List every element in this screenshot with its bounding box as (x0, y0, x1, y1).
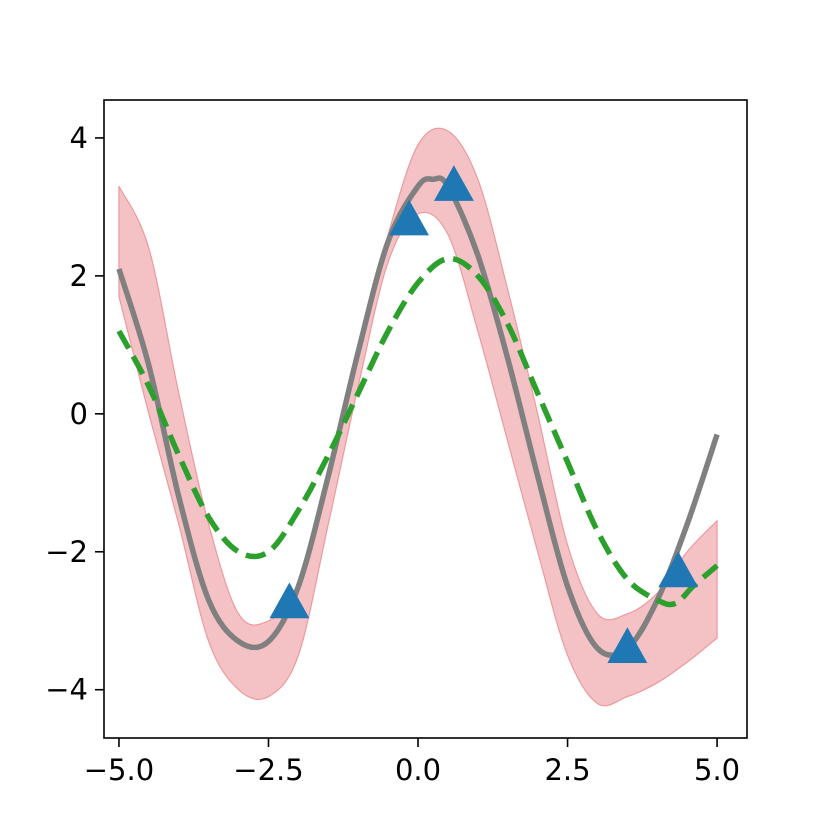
x-tick-label: −5.0 (84, 753, 154, 787)
y-tick-label: −4 (45, 673, 88, 707)
y-tick-label: 4 (70, 121, 88, 155)
series-lines (116, 175, 720, 658)
series-line-solid (116, 175, 720, 658)
y-tick-label: −2 (45, 535, 88, 569)
x-tick-label: 0.0 (395, 753, 441, 787)
observation-markers (269, 165, 699, 663)
x-tick-label: 5.0 (694, 753, 740, 787)
observation-point (269, 582, 310, 619)
observation-point (389, 199, 429, 236)
y-axis: −4 −2 0 2 4 (45, 121, 104, 707)
x-tick-label: −2.5 (233, 753, 303, 787)
observation-point (607, 627, 648, 663)
confidence-band-area (118, 127, 718, 707)
y-tick-label: 0 (70, 397, 88, 431)
observation-point (658, 551, 699, 588)
series-line-dashed (116, 255, 719, 608)
x-axis: −5.0 −2.5 0.0 2.5 5.0 (84, 738, 740, 787)
observation-point (434, 165, 474, 201)
y-tick-label: 2 (70, 259, 88, 293)
confidence-band (118, 127, 718, 707)
x-tick-label: 2.5 (544, 753, 590, 787)
plot-frame (103, 99, 748, 739)
